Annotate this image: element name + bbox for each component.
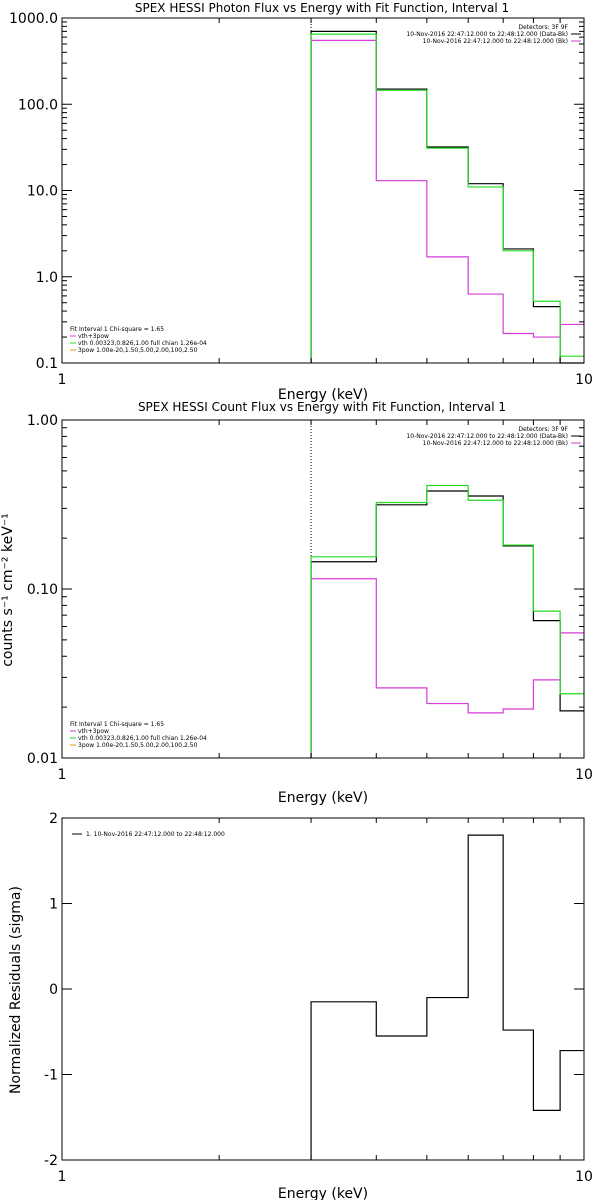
y-tick-label: -1 xyxy=(44,1068,58,1084)
y-tick-label: 1 xyxy=(49,897,58,913)
plot-frame xyxy=(61,817,585,1161)
panel-title: SPEX HESSI Count Flux vs Energy with Fit… xyxy=(138,400,506,414)
plot-area: -2 -1 0 1 2 1 10 1. 10-Nov-2016 22:47:12.000 t… xyxy=(44,811,593,1185)
marks xyxy=(310,834,584,1160)
legend-entry-text: 10-Nov-2016 22:47:12.000 to 22:48:12.000… xyxy=(423,38,568,45)
series-magenta-steps xyxy=(310,39,584,363)
x-tick-label: 1 xyxy=(58,767,67,783)
legend-entry-text: vth 0.00323,0.826,1.00 full chian 1.26e-… xyxy=(78,340,207,347)
plot-area: 0.1 1.0 10.0 100.0 1000.0 1 10 Detectors: 3F 9… xyxy=(9,11,593,388)
plot-frame xyxy=(61,17,585,364)
legend-bottom-left: Fit Interval 1 Chi-square = 1.65vth+3pow… xyxy=(70,721,207,749)
x-tick-label: 10 xyxy=(575,767,593,783)
legend-entry-text: vth 0.00323,0.826,1.00 full chian 1.26e-… xyxy=(78,735,207,742)
series-black-steps xyxy=(310,30,584,364)
plot-area: 0.010.101.001 10 Detectors: 3F 9F10-Nov-2… xyxy=(27,413,593,783)
y-tick-label: 0.10 xyxy=(27,582,58,598)
series-black-steps xyxy=(310,834,584,1160)
y-tick-label: 100.0 xyxy=(18,97,58,113)
axis-ticks: 0.01 0.10 1.00 1 10 xyxy=(27,413,593,783)
plot-frame xyxy=(61,419,585,759)
y-tick-label: -2 xyxy=(44,1153,58,1169)
legend-entry-text: vth+3pow xyxy=(78,728,109,735)
y-tick-label: 1.00 xyxy=(27,413,58,429)
legend-entry-text: Detectors: 3F 9F xyxy=(518,426,568,433)
axis-ticks: -2 -1 0 1 2 1 10 xyxy=(44,811,593,1185)
y-tick-label: 2 xyxy=(49,811,58,827)
count-flux-panel: SPEX HESSI Count Flux vs Energy with Fit… xyxy=(0,400,593,806)
marks xyxy=(310,420,584,758)
legend-bottom-left: Fit Interval 1 Chi-square = 1.65vth+3pow… xyxy=(70,326,207,354)
x-tick-label: 10 xyxy=(575,372,593,388)
series-black-steps xyxy=(310,490,584,758)
legend-entry-text: Fit Interval 1 Chi-square = 1.65 xyxy=(70,721,164,728)
photon-flux-panel: SPEX HESSI Photon Flux vs Energy with Fi… xyxy=(9,1,593,403)
x-tick-label: 1 xyxy=(58,372,67,388)
legend-entry-text: 3pow 1.00e-20,1.50,5.00,2.00,100,2.50 xyxy=(78,347,198,354)
legend-top-left: 1. 10-Nov-2016 22:47:12.000 to 22:48:12.… xyxy=(72,831,225,838)
legend-entry-text: 1. 10-Nov-2016 22:47:12.000 to 22:48:12.… xyxy=(86,831,225,838)
legend-entry-text: 10-Nov-2016 22:47:12.000 to 22:48:12.000… xyxy=(406,31,568,38)
series-green-steps xyxy=(310,33,584,363)
y-tick-label: 1000.0 xyxy=(9,11,58,27)
y-tick-label: 0.1 xyxy=(36,356,58,372)
legend-entry-text: 10-Nov-2016 22:47:12.000 to 22:48:12.000… xyxy=(406,433,568,440)
series-magenta-steps xyxy=(310,578,584,758)
legend-entry-text: Fit Interval 1 Chi-square = 1.65 xyxy=(70,326,164,333)
y-tick-label: 0 xyxy=(49,982,58,998)
series-green-steps xyxy=(310,484,584,758)
y-axis-label: Normalized Residuals (sigma) xyxy=(8,886,24,1094)
y-tick-label: 1.0 xyxy=(36,270,58,286)
y-axis-label: counts s⁻¹ cm⁻² keV⁻¹ xyxy=(0,513,16,667)
x-tick-label: 1 xyxy=(58,1169,67,1185)
x-tick-label: 10 xyxy=(575,1169,593,1185)
legend-entry-text: 10-Nov-2016 22:47:12.000 to 22:48:12.000… xyxy=(423,440,568,447)
marks xyxy=(310,18,584,364)
legend-entry-text: 3pow 1.00e-20,1.50,5.00,2.00,100,2.50 xyxy=(78,742,198,749)
x-axis-label: Energy (keV) xyxy=(278,790,368,806)
x-axis-label: Energy (keV) xyxy=(278,1186,368,1200)
axis-ticks: 0.1 1.0 10.0 100.0 1000.0 1 10 xyxy=(9,11,593,388)
x-axis-label: Energy (keV) xyxy=(278,387,368,403)
legend-entry-text: Detectors: 3F 9F xyxy=(518,24,568,31)
residuals-panel: -2 -1 0 1 2 1 10 1. 10-Nov-2016 22:47:12.000 t… xyxy=(8,811,593,1200)
panel-title: SPEX HESSI Photon Flux vs Energy with Fi… xyxy=(135,1,509,15)
legend-entry-text: vth+3pow xyxy=(78,333,109,340)
y-tick-label: 0.01 xyxy=(27,751,58,767)
y-tick-label: 10.0 xyxy=(27,184,58,200)
